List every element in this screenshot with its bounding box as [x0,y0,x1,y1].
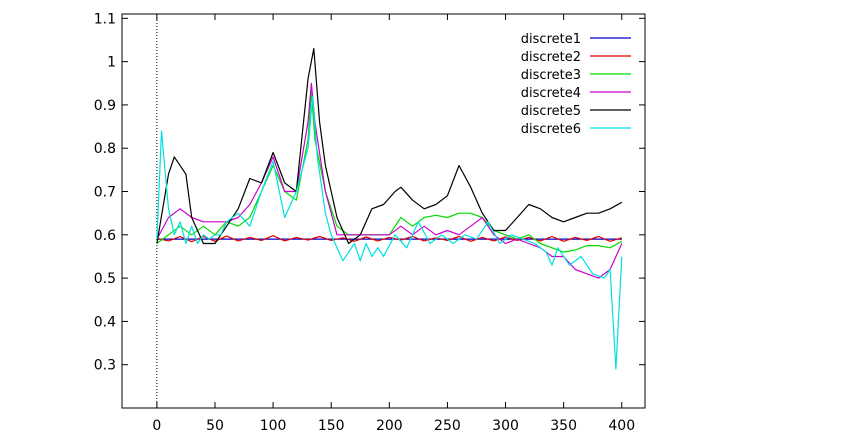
legend-label-discrete2: discrete2 [521,50,581,65]
tick-layer: 0 50 100 150 200 250 300 350 400 0.3 0.4 0.5 0.6 0.7 0… [94,11,645,434]
y-tick-label: 0.5 [94,271,116,287]
series-layer [156,48,623,370]
series-line-discrete5 [156,48,623,245]
legend-label-discrete3: discrete3 [521,68,581,83]
y-tick-label: 1 [107,55,116,71]
x-tick-label: 0 [152,418,161,434]
x-tick-label: 250 [434,418,461,434]
x-tick-label: 300 [492,418,519,434]
y-tick-label: 0.8 [94,141,116,157]
x-tick-label: 400 [608,418,635,434]
series-line-discrete6 [156,95,623,370]
plot-frame-layer [121,13,646,409]
plot-frame [121,13,646,409]
x-tick-label: 350 [550,418,577,434]
legend-label-discrete6: discrete6 [521,122,581,137]
x-tick-label: 150 [318,418,345,434]
y-tick-label: 0.6 [94,228,116,244]
y-tick-label: 0.7 [94,185,116,201]
legend-label-discrete1: discrete1 [521,32,581,47]
series-line-discrete2 [156,235,622,243]
legend-label-discrete5: discrete5 [521,104,581,119]
y-tick-label: 0.9 [94,98,116,114]
legend-label-discrete4: discrete4 [521,86,581,101]
y-tick-label: 0.4 [94,314,116,330]
x-tick-label: 200 [376,418,403,434]
y-tick-label: 1.1 [94,11,116,27]
x-tick-label: 100 [260,418,287,434]
legend: discrete1 discrete2 discrete3 discrete4 disc… [521,32,631,137]
x-tick-label: 50 [206,418,224,434]
y-tick-label: 0.3 [94,358,116,374]
